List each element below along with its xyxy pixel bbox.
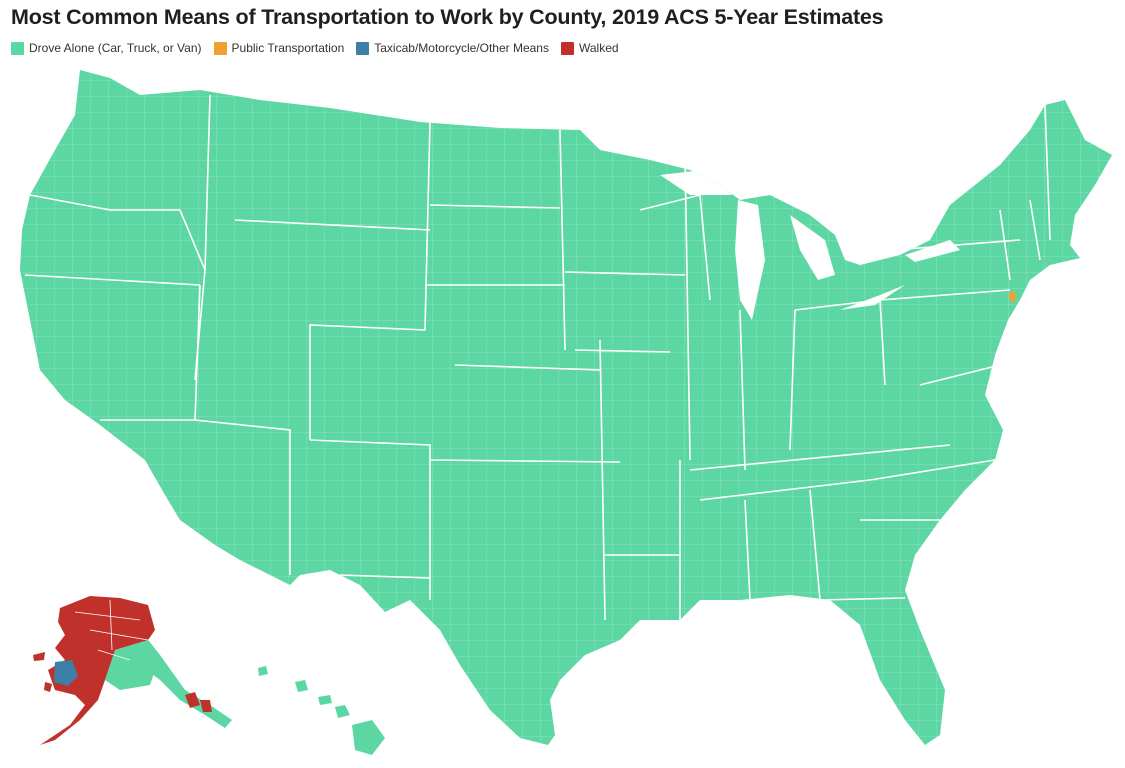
alaska-panhandle-walked [185, 692, 200, 708]
hawaii-kauai [258, 666, 268, 676]
legend-item-public-transportation[interactable]: Public Transportation [213, 41, 345, 55]
alaska-walked-region[interactable] [40, 596, 155, 745]
hawaii-maui [335, 705, 350, 718]
alaska-other-means-region[interactable] [54, 660, 78, 686]
legend-item-drove-alone[interactable]: Drove Alone (Car, Truck, or Van) [11, 41, 202, 55]
nyc-public-transport-counties[interactable] [1009, 291, 1016, 302]
hawaii-oahu [295, 680, 308, 692]
alaska-southcentral[interactable] [105, 640, 160, 690]
hawaii-big-island [352, 720, 385, 755]
legend-item-other-means[interactable]: Taxicab/Motorcycle/Other Means [356, 41, 549, 55]
legend-swatch-other-means [356, 41, 370, 55]
lower-48-states[interactable] [0, 60, 1125, 760]
legend: Drove Alone (Car, Truck, or Van) Public … [11, 41, 619, 55]
county-borders [20, 70, 1112, 745]
lake-erie [840, 285, 905, 310]
legend-swatch-public-transportation [213, 41, 227, 55]
legend-label-drove-alone: Drove Alone (Car, Truck, or Van) [29, 41, 202, 55]
lake-huron [790, 215, 835, 280]
legend-label-walked: Walked [578, 41, 619, 55]
lake-ontario [905, 240, 960, 262]
alaska-island-west [33, 652, 45, 661]
hawaii-molokai [318, 695, 332, 705]
legend-label-public-transportation: Public Transportation [231, 41, 345, 55]
lake-michigan [735, 200, 765, 320]
alaska-panhandle-walked-2 [200, 700, 212, 712]
legend-label-other-means: Taxicab/Motorcycle/Other Means [374, 41, 549, 55]
alaska-borders [74, 599, 149, 661]
legend-swatch-drove-alone [11, 41, 24, 55]
legend-item-walked[interactable]: Walked [560, 41, 619, 55]
alaska-island-south [44, 682, 52, 692]
state-borders [24, 94, 1051, 621]
legend-swatch-walked [560, 41, 574, 55]
alaska[interactable] [33, 596, 232, 745]
hawaii[interactable] [258, 666, 385, 755]
map-title: Most Common Means of Transportation to W… [11, 5, 884, 29]
